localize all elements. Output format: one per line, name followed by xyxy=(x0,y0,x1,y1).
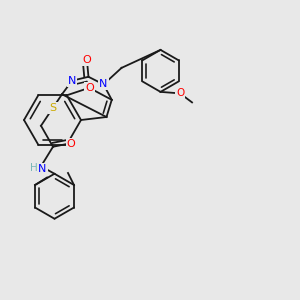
Text: O: O xyxy=(176,88,184,98)
Text: O: O xyxy=(82,55,91,65)
Text: N: N xyxy=(68,76,76,86)
Text: N: N xyxy=(99,80,108,89)
Text: S: S xyxy=(50,103,57,113)
Text: N: N xyxy=(38,164,47,174)
Text: O: O xyxy=(85,83,94,93)
Text: H: H xyxy=(30,163,38,173)
Text: O: O xyxy=(67,139,75,149)
